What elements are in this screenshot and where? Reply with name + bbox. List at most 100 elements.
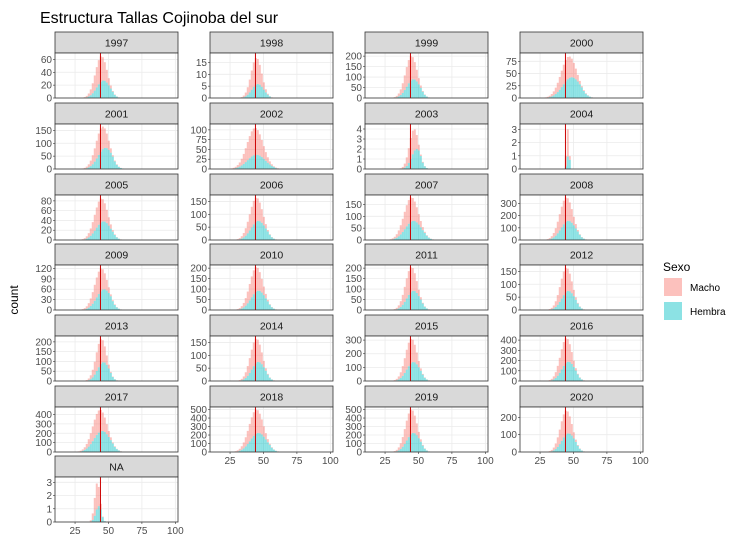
y-tick-label: 0 (201, 377, 207, 388)
panel-background (55, 53, 178, 98)
y-axis-title: count (7, 285, 21, 315)
bar-hembra (552, 379, 555, 381)
bar-macho (399, 225, 402, 235)
bar-macho (562, 271, 565, 296)
y-tick-label: 100 (345, 285, 362, 296)
bar-macho (417, 289, 420, 297)
bar-macho (568, 202, 571, 222)
y-tick-label: 150 (190, 274, 207, 285)
bar-macho (260, 139, 263, 158)
bar-macho (109, 371, 112, 373)
bar-hembra (105, 364, 108, 381)
bar-macho (395, 378, 398, 381)
y-tick-label: 200 (35, 337, 52, 348)
y-tick-label: 100 (500, 223, 517, 234)
bar-macho (89, 520, 92, 522)
bar-hembra (425, 96, 428, 98)
bar-hembra (258, 84, 261, 98)
bar-hembra (117, 238, 120, 240)
bar-macho (552, 305, 555, 309)
bar-macho (107, 431, 110, 438)
bar-hembra (244, 377, 247, 381)
facet-strip-label: 2015 (415, 321, 439, 333)
bar-hembra (240, 165, 243, 169)
bar-hembra (97, 367, 100, 381)
bar-macho (89, 228, 92, 236)
bar-hembra (272, 308, 275, 310)
bar-macho (411, 130, 414, 155)
y-tick-label: 100 (345, 212, 362, 223)
y-tick-label: 60 (41, 285, 53, 296)
bar-macho (264, 433, 267, 440)
bar-macho (246, 221, 249, 234)
panel-background (210, 124, 333, 169)
y-tick-label: 100 (190, 125, 207, 136)
facet-2020: 2020 0 100 200 25 50 75 100 (500, 385, 649, 467)
panel-background (55, 124, 178, 169)
bar-macho (250, 417, 253, 439)
y-tick-label: 0 (46, 236, 52, 247)
bar-hembra (570, 293, 573, 310)
bar-hembra (113, 161, 116, 169)
bar-hembra (405, 369, 408, 381)
facet-1997: 1997 0 20 40 60 (41, 31, 179, 105)
bar-macho (419, 221, 422, 228)
bar-macho (260, 419, 263, 435)
bar-hembra (554, 306, 557, 310)
bar-hembra (399, 377, 402, 381)
bar-macho (423, 231, 426, 233)
bar-hembra (568, 159, 571, 169)
bar-hembra (97, 432, 100, 452)
bar-macho (238, 308, 241, 310)
bar-hembra (91, 93, 94, 98)
bar-macho (236, 309, 239, 310)
bar-hembra (97, 154, 100, 169)
bar-hembra (91, 303, 94, 310)
bar-macho (91, 426, 94, 442)
bar-hembra (252, 435, 255, 452)
panel-border (54, 123, 179, 170)
bar-macho (556, 295, 559, 305)
bar-macho (252, 342, 255, 367)
bar-macho (111, 442, 114, 444)
bar-macho (240, 446, 243, 450)
bar-macho (91, 292, 94, 304)
bar-hembra (242, 97, 245, 98)
x-tick-label: 75 (291, 456, 303, 467)
bar-macho (87, 303, 90, 308)
bar-hembra (81, 450, 84, 452)
panel-border (364, 335, 489, 382)
bar-hembra (87, 446, 90, 452)
y-tick-label: 200 (190, 264, 207, 275)
bar-macho (411, 198, 414, 221)
bar-hembra (572, 367, 575, 381)
bar-hembra (423, 94, 426, 98)
bar-macho (256, 58, 259, 84)
bar-hembra (260, 157, 263, 169)
y-tick-label: 0 (201, 165, 207, 176)
bar-macho (403, 286, 406, 302)
bar-hembra (572, 77, 575, 98)
bar-hembra (272, 449, 275, 452)
bar-macho (397, 305, 400, 309)
y-tick-label: 3 (356, 135, 362, 146)
bar-macho (244, 148, 247, 163)
bar-hembra (101, 430, 104, 452)
y-tick-label: 500 (345, 405, 362, 416)
bar-hembra (403, 90, 406, 98)
bar-hembra (572, 225, 575, 240)
bar-hembra (105, 148, 108, 169)
chart-title: Estructura Tallas Cojinoba del sur (40, 10, 279, 27)
bar-hembra (403, 301, 406, 310)
bar-hembra (395, 237, 398, 240)
bar-macho (570, 281, 573, 294)
bar-hembra (244, 446, 247, 452)
bar-hembra (419, 441, 422, 452)
y-tick-label: 200 (500, 356, 517, 367)
bar-hembra (244, 235, 247, 240)
bar-macho (240, 306, 243, 309)
bar-macho (95, 483, 98, 510)
bar-macho (574, 224, 577, 229)
y-tick-label: 150 (345, 200, 362, 211)
